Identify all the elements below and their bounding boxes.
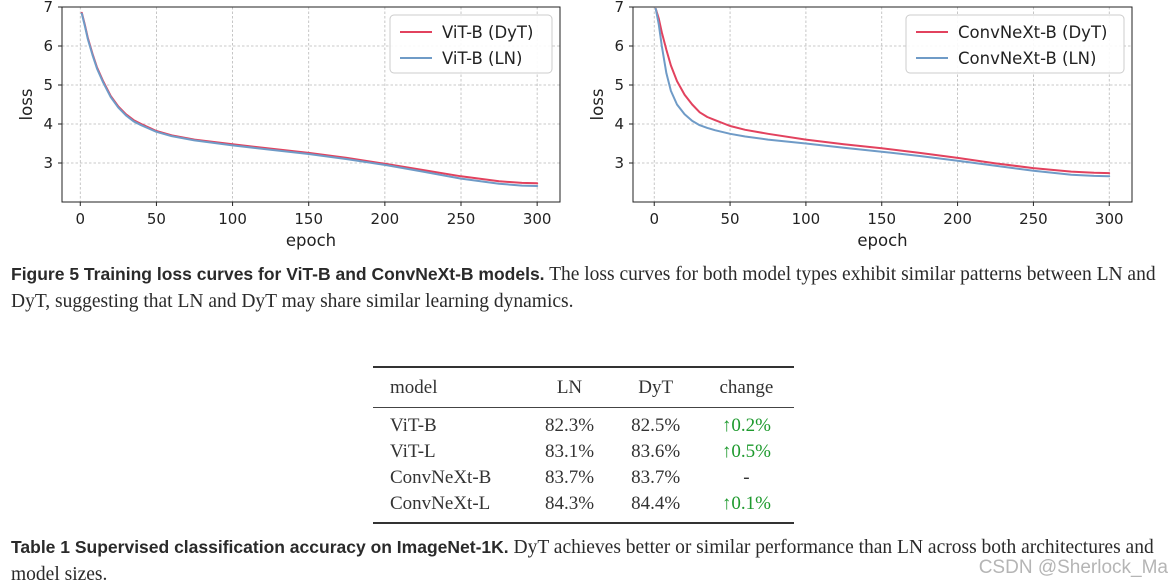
header-change: change (719, 376, 774, 398)
x-tick-label: 300 (1095, 210, 1124, 228)
legend-label: ViT-B (LN) (442, 49, 522, 68)
series-line-ln (80, 12, 539, 187)
table-caption-lead: Table 1 Supervised classification accura… (11, 537, 509, 557)
cell-change: ↑0.5% (721, 441, 771, 462)
results-table: model LN DyT change ViT-B 82.3% 82.5% ↑0… (373, 366, 794, 524)
y-tick-label: 3 (614, 154, 624, 172)
y-axis-label: loss (17, 89, 36, 121)
y-tick-label: 5 (614, 76, 624, 94)
cell-model: ConvNeXt-B (390, 467, 492, 488)
header-ln: LN (556, 376, 583, 398)
x-tick-label: 200 (943, 210, 972, 228)
x-tick-label: 150 (294, 210, 323, 228)
figure-caption-body: The loss curves for both model types exh… (11, 264, 1156, 312)
cell-change: ↑0.2% (721, 415, 771, 436)
table-header-row: model LN DyT change (373, 367, 794, 408)
y-tick-label: 3 (43, 154, 53, 172)
legend-label: ConvNeXt-B (DyT) (958, 23, 1107, 42)
x-axis-label: epoch (286, 231, 336, 250)
y-tick-label: 4 (614, 115, 624, 133)
cell-ln: 83.1% (544, 441, 595, 462)
table-caption: Table 1 Supervised classification accura… (11, 534, 1161, 588)
x-tick-label: 0 (649, 210, 659, 228)
cell-model: ViT-B (390, 415, 437, 436)
table-row: ConvNeXt-B 83.7% 83.7% - (373, 465, 794, 491)
table-row: ConvNeXt-L 84.3% 84.4% ↑0.1% (373, 491, 794, 523)
plot-frame (61, 6, 561, 203)
cell-model: ViT-L (390, 441, 436, 462)
x-tick-label: 50 (147, 210, 166, 228)
y-tick-label: 7 (614, 0, 624, 16)
figure-caption-lead: Figure 5 Training loss curves for ViT-B … (11, 264, 545, 284)
cell-ln: 82.3% (544, 415, 595, 436)
x-tick-label: 150 (867, 210, 896, 228)
x-tick-label: 50 (721, 210, 740, 228)
y-tick-label: 6 (43, 37, 53, 55)
y-tick-label: 5 (43, 76, 53, 94)
x-tick-label: 100 (218, 210, 247, 228)
cell-ln: 84.3% (544, 493, 595, 514)
cell-dyt: 83.6% (631, 441, 681, 462)
series-line-dyt (654, 7, 1111, 175)
cell-dyt: 83.7% (631, 467, 681, 488)
y-tick-label: 4 (43, 115, 53, 133)
watermark: CSDN @Sherlock_Ma (978, 557, 1168, 578)
x-axis-label: epoch (857, 231, 907, 250)
cell-change: - (743, 467, 750, 488)
cell-dyt: 84.4% (631, 493, 681, 514)
y-axis-label: loss (588, 89, 607, 121)
header-dyt: DyT (638, 376, 674, 398)
x-tick-label: 250 (447, 210, 476, 228)
legend-label: ConvNeXt-B (LN) (958, 49, 1096, 68)
legend-box (905, 14, 1125, 74)
x-tick-label: 100 (792, 210, 821, 228)
header-model: model (390, 376, 438, 398)
table-caption-body: DyT achieves better or similar performan… (11, 537, 1154, 585)
legend: ViT-B (DyT) ViT-B (LN) (389, 14, 553, 74)
cell-change: ↑0.1% (721, 493, 771, 514)
legend-label: ViT-B (DyT) (442, 23, 533, 42)
cell-dyt: 82.5% (631, 415, 681, 436)
figure-caption: Figure 5 Training loss curves for ViT-B … (11, 261, 1161, 315)
plot-frame (632, 6, 1133, 203)
cell-model: ConvNeXt-L (390, 493, 491, 514)
table-row: ViT-B 82.3% 82.5% ↑0.2% (373, 408, 794, 440)
x-tick-label: 0 (76, 210, 86, 228)
y-tick-label: 6 (614, 37, 624, 55)
loss-chart-1: 0 50 100 150 200 250 300 3 4 5 6 7 epoch loss ViT-B (D… (17, 0, 561, 250)
x-tick-label: 200 (371, 210, 400, 228)
x-tick-label: 300 (523, 210, 552, 228)
table-row: ViT-L 83.1% 83.6% ↑0.5% (373, 439, 794, 465)
y-tick-label: 7 (43, 0, 53, 16)
legend: ConvNeXt-B (DyT) ConvNeXt-B (LN) (905, 14, 1125, 74)
loss-chart-2: 0 50 100 150 200 250 300 3 4 5 6 7 epoch loss ConvNeXt… (588, 0, 1133, 250)
series-line-ln (654, 7, 1111, 178)
x-tick-label: 250 (1019, 210, 1048, 228)
cell-ln: 83.7% (544, 467, 595, 488)
